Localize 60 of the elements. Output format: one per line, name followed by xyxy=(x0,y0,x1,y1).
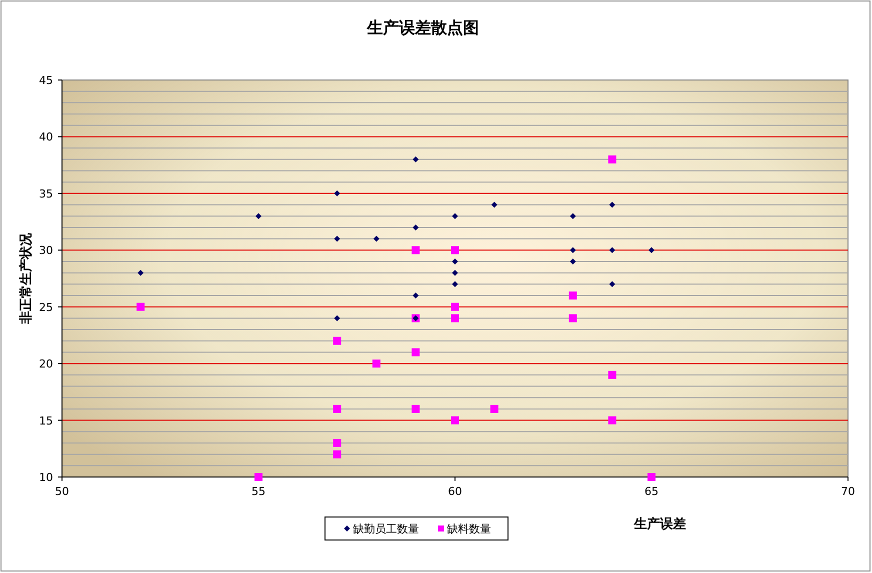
point xyxy=(138,270,144,276)
y-tick-label: 25 xyxy=(39,300,53,314)
point xyxy=(570,258,576,264)
point xyxy=(452,213,458,220)
point xyxy=(609,281,616,288)
point xyxy=(333,336,342,345)
point xyxy=(648,473,656,481)
x-tick-label: 60 xyxy=(448,485,462,498)
point xyxy=(334,315,340,322)
point xyxy=(451,302,459,311)
point xyxy=(412,224,419,230)
y-axis-title: 非正常生产状况 xyxy=(18,232,34,325)
point xyxy=(412,404,420,413)
point xyxy=(373,236,380,242)
point xyxy=(256,213,262,220)
point xyxy=(334,236,340,242)
point xyxy=(491,202,498,208)
point xyxy=(648,247,654,254)
point xyxy=(608,155,616,164)
point xyxy=(568,292,577,300)
point xyxy=(334,190,340,196)
point xyxy=(568,314,577,322)
y-tick-label: 20 xyxy=(39,358,53,371)
point xyxy=(333,438,342,447)
point xyxy=(452,258,458,264)
x-tick-label: 70 xyxy=(841,485,855,498)
chart-title: 生产误差散点图 xyxy=(366,18,479,37)
point xyxy=(136,302,145,311)
point xyxy=(608,370,616,379)
x-tick-label: 50 xyxy=(55,485,69,498)
point xyxy=(570,247,576,254)
y-tick-label: 15 xyxy=(39,414,53,428)
point xyxy=(608,416,616,424)
y-tick-label: 45 xyxy=(39,74,53,87)
point xyxy=(372,360,380,368)
x-tick-label: 65 xyxy=(644,485,658,498)
x-axis-title: 生产误差 xyxy=(633,516,686,532)
point xyxy=(451,246,459,254)
point xyxy=(451,416,459,424)
y-tick-label: 35 xyxy=(39,187,53,200)
point xyxy=(609,202,616,208)
y-tick-label: 40 xyxy=(39,130,53,144)
point xyxy=(412,348,420,356)
legend-label: 缺勤员工数量 xyxy=(353,522,419,536)
point xyxy=(412,246,420,254)
point xyxy=(452,270,458,276)
x-tick-label: 55 xyxy=(252,485,266,498)
point xyxy=(570,213,576,220)
point xyxy=(609,247,616,254)
point xyxy=(490,404,498,413)
point xyxy=(333,404,342,413)
point xyxy=(412,292,419,299)
legend-label: 缺料数量 xyxy=(447,522,491,536)
point xyxy=(333,450,342,458)
y-tick-label: 30 xyxy=(39,244,53,258)
point xyxy=(451,314,459,322)
point xyxy=(412,156,419,162)
y-tick-label: 10 xyxy=(39,471,53,484)
point xyxy=(452,281,458,288)
point xyxy=(254,473,262,481)
